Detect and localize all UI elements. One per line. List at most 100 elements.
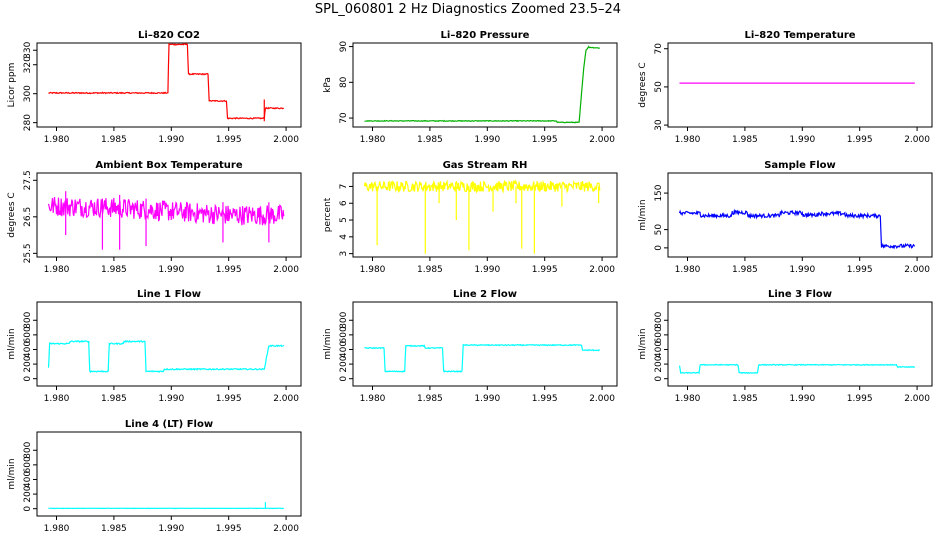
series-line [678, 363, 916, 375]
x-tick-label: 1.980 [360, 135, 386, 145]
panel-10: Line 4 (LT) Flow 1.980 1.985 1.990 1.995 2.00… [7, 419, 302, 534]
x-tick-label: 1.985 [417, 394, 443, 404]
y-tick-label: 200 [339, 355, 349, 372]
y-tick-label: 800 [23, 311, 33, 328]
x-tick-label: 1.995 [532, 265, 558, 275]
panel-title: Line 4 (LT) Flow [125, 419, 213, 430]
panel-1: Li–820 CO2 1.980 1.985 1.990 1.995 2.000 280 30… [7, 30, 302, 145]
x-tick-label: 2.000 [273, 394, 299, 404]
x-tick-label: 1.985 [732, 265, 758, 275]
x-tick-label: 1.985 [101, 135, 127, 145]
x-tick-label: 1.985 [732, 394, 758, 404]
x-tick-label: 1.990 [474, 265, 500, 275]
y-tick-label: 800 [339, 311, 349, 328]
x-tick-label: 2.000 [589, 394, 615, 404]
y-tick-label: 600 [654, 326, 664, 343]
x-tick-label: 1.980 [675, 394, 701, 404]
x-tick-label: 1.990 [789, 394, 815, 404]
plot-frame [36, 172, 302, 258]
y-tick-label: 400 [654, 341, 664, 358]
x-tick-label: 1.985 [101, 394, 127, 404]
panel-5: Gas Stream RH 1.980 1.985 1.990 1.995 2.000 3 4… [323, 160, 618, 275]
y-tick-label: 30 [654, 119, 664, 131]
x-tick-label: 1.995 [216, 265, 242, 275]
panel-2: Li–820 Pressure 1.980 1.985 1.990 1.995 2.000… [323, 30, 618, 145]
series-line [47, 197, 285, 226]
plot-frame [667, 301, 933, 387]
series-line [364, 44, 600, 124]
y-tick-label: 200 [654, 355, 664, 372]
x-tick-label: 1.990 [474, 135, 500, 145]
y-axis-label: ml/min [638, 328, 648, 359]
panel-3: Li–820 Temperature 1.980 1.985 1.990 1.995 2.… [638, 30, 933, 145]
x-tick-label: 1.995 [532, 135, 558, 145]
y-tick-label: 400 [23, 341, 33, 358]
x-tick-label: 1.995 [847, 265, 873, 275]
y-tick-label: 800 [23, 441, 33, 458]
x-tick-label: 1.980 [44, 524, 70, 534]
y-tick-label: 320 [23, 56, 33, 73]
x-tick-label: 1.990 [158, 135, 184, 145]
y-tick-label: 90 [339, 41, 349, 53]
x-tick-label: 1.980 [44, 265, 70, 275]
panel-title: Ambient Box Temperature [95, 160, 242, 171]
y-tick-label: 70 [654, 43, 664, 55]
plot-frame [352, 301, 618, 387]
y-tick-label: 300 [23, 85, 33, 102]
x-tick-label: 1.985 [101, 524, 127, 534]
panel-9: Line 3 Flow 1.980 1.985 1.990 1.995 2.000 0 200… [638, 289, 933, 404]
y-tick-label: 200 [23, 355, 33, 372]
x-tick-label: 1.995 [847, 394, 873, 404]
y-tick-label: 80 [339, 76, 349, 88]
x-tick-label: 1.980 [360, 394, 386, 404]
y-axis-label: degrees C [638, 62, 648, 107]
x-tick-label: 2.000 [273, 135, 299, 145]
plot-frame [36, 431, 302, 517]
x-tick-label: 1.985 [417, 265, 443, 275]
x-tick-label: 2.000 [273, 265, 299, 275]
x-tick-label: 1.990 [158, 265, 184, 275]
y-axis-label: ml/min [7, 458, 17, 489]
x-tick-label: 1.985 [101, 265, 127, 275]
y-tick-label: 50 [654, 224, 664, 236]
y-tick-label: 150 [654, 184, 664, 201]
x-tick-label: 2.000 [904, 135, 930, 145]
panel-title: Line 2 Flow [453, 289, 517, 300]
y-tick-label: 7 [339, 184, 349, 190]
x-tick-label: 1.980 [44, 394, 70, 404]
x-tick-label: 1.995 [532, 394, 558, 404]
y-tick-label: 0 [23, 376, 33, 382]
y-tick-label: 50 [654, 81, 664, 93]
y-tick-label: 600 [23, 456, 33, 473]
y-tick-label: 0 [23, 506, 33, 512]
x-tick-label: 1.985 [417, 135, 443, 145]
y-tick-label: 200 [23, 485, 33, 502]
page-title: SPL_060801 2 Hz Diagnostics Zoomed 23.5–… [314, 2, 622, 17]
plot-frame [352, 42, 618, 128]
x-tick-label: 2.000 [589, 135, 615, 145]
x-tick-label: 2.000 [589, 265, 615, 275]
x-tick-label: 1.990 [158, 394, 184, 404]
x-tick-label: 2.000 [273, 524, 299, 534]
panel-8: Line 2 Flow 1.980 1.985 1.990 1.995 2.000 0 200… [323, 289, 618, 404]
plot-frame [36, 42, 302, 128]
x-tick-label: 1.995 [216, 394, 242, 404]
x-tick-label: 1.980 [44, 135, 70, 145]
y-tick-label: 0 [654, 376, 664, 382]
x-tick-label: 2.000 [904, 265, 930, 275]
y-tick-label: 800 [654, 311, 664, 328]
y-axis-label: ml/min [7, 328, 17, 359]
y-axis-label: ml/min [638, 199, 648, 230]
panel-6: Sample Flow 1.980 1.985 1.990 1.995 2.000 0 50 1… [638, 160, 933, 275]
y-tick-label: 3 [339, 251, 349, 257]
x-tick-label: 1.980 [675, 265, 701, 275]
x-tick-label: 1.980 [675, 135, 701, 145]
x-tick-label: 1.990 [474, 394, 500, 404]
series-line [48, 43, 284, 120]
y-tick-label: 600 [23, 326, 33, 343]
panel-title: Line 3 Flow [768, 289, 832, 300]
plot-frame [36, 301, 302, 387]
y-tick-label: 280 [23, 114, 33, 131]
series-line [363, 179, 601, 194]
